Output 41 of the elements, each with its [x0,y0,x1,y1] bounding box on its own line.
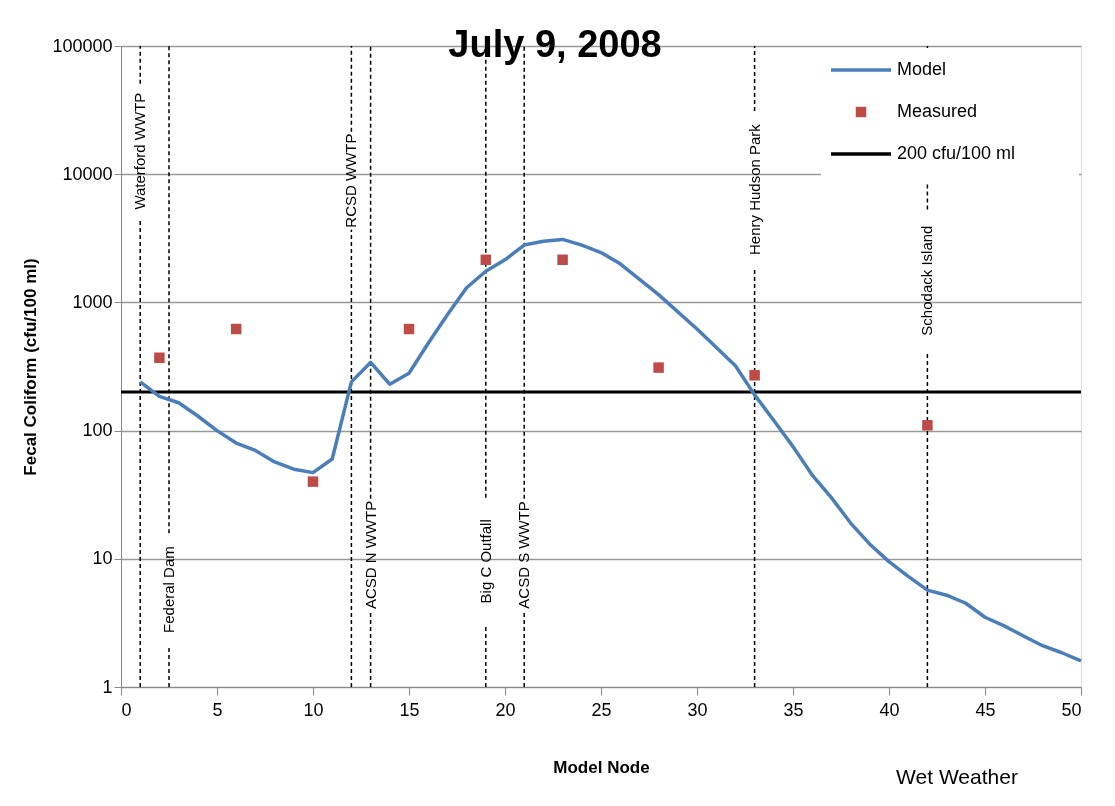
y-tick-label: 10000 [62,163,113,184]
x-tick-label: 0 [121,699,132,720]
y-tick-label: 1 [102,676,113,697]
ref-line-label: ACSD S WWTP [515,501,533,609]
y-tick-label: 1000 [72,291,113,312]
chart-title: July 9, 2008 [448,23,662,65]
x-tick-label: 50 [1061,699,1082,720]
point [653,362,664,373]
x-tick-label: 20 [495,699,516,720]
x-tick-label: 15 [399,699,420,720]
y-axis-title: Fecal Coliform (cfu/100 ml) [21,258,41,476]
legend-label: 200 cfu/100 ml [897,143,1016,163]
x-tick-label: 45 [975,699,996,720]
ref-line-label: Henry Hudson Park [745,123,763,256]
x-tick-label: 5 [212,699,223,720]
ref-line-label: ACSD N WWTP [361,500,379,610]
x-tick-label: 40 [879,699,900,720]
point [307,476,319,487]
point [480,254,492,266]
x-tick-label: 35 [783,699,804,720]
ref-line-label: Schodack Island [918,225,936,336]
y-tick-label: 10 [92,548,113,569]
ref-line-label: RCSD WWTP [342,133,360,228]
point [922,420,933,431]
y-tick-label: 100 [82,420,113,441]
ref-line-label: Big C Outfall [476,519,494,604]
point [557,254,568,266]
point [154,352,165,363]
text: Wet Weather [896,765,1018,788]
y-tick-label: 100000 [52,35,113,56]
ref-line-label: Waterford WWTP [131,92,149,210]
point [749,370,760,381]
legend-label: Model [897,59,947,79]
x-tick-label: 25 [591,699,612,720]
x-axis-title: Model Node [553,757,650,777]
point [403,323,415,335]
ref-line-label: Federal Dam [160,546,177,633]
point [230,323,242,335]
x-tick-label: 30 [687,699,708,720]
x-tick-label: 10 [303,699,324,720]
legend-label: Measured [897,101,978,121]
